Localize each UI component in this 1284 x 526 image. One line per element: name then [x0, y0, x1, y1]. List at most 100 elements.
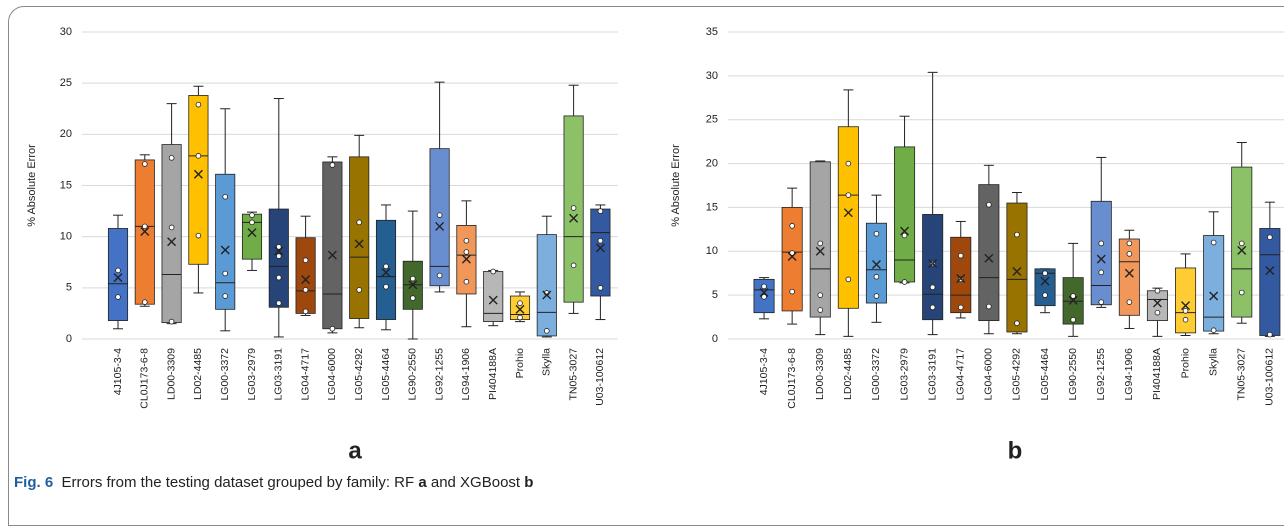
mean — [247, 228, 257, 238]
x-tick-label: TN05-3027 — [1236, 348, 1248, 401]
point — [1154, 287, 1161, 294]
point — [463, 249, 470, 255]
point — [817, 307, 824, 313]
box — [1090, 200, 1112, 306]
point — [597, 237, 604, 244]
y-tick-label: 25 — [60, 77, 72, 89]
mean — [274, 246, 284, 256]
mean — [843, 208, 853, 218]
box — [107, 228, 129, 321]
mean — [1068, 295, 1078, 305]
point — [901, 279, 908, 285]
x-tick-label: Prohio — [514, 348, 526, 379]
point — [383, 263, 389, 270]
mean — [815, 246, 825, 256]
mean — [928, 259, 938, 269]
point — [845, 192, 852, 198]
point — [275, 253, 282, 259]
mean — [871, 259, 881, 269]
panel-label: b — [1008, 437, 1023, 464]
point — [1098, 240, 1105, 247]
box — [295, 237, 316, 314]
box — [837, 126, 859, 309]
point — [168, 155, 175, 161]
point — [873, 293, 880, 299]
mean — [408, 280, 418, 290]
y-tick-label: 10 — [60, 231, 72, 243]
caption-a: a — [418, 474, 427, 491]
box — [1034, 268, 1056, 307]
box — [1118, 238, 1140, 316]
y-tick-label: 30 — [60, 26, 72, 38]
x-tick-label: LG04-4717 — [955, 348, 967, 401]
x-tick-label: LG00-3372 — [870, 348, 882, 401]
point — [115, 294, 121, 300]
point — [817, 240, 824, 247]
x-tick-label: LG90-2550 — [1067, 348, 1079, 401]
x-tick-label: LG92-1255 — [433, 348, 445, 401]
box — [781, 207, 803, 312]
x-tick-label: PI404188A — [1151, 348, 1163, 400]
point — [901, 232, 908, 239]
mean — [900, 226, 910, 236]
mean — [569, 213, 579, 223]
page: {"chart_data": [ {"type": "box", "panel_… — [8, 6, 1284, 526]
mean — [787, 252, 797, 262]
point — [1182, 308, 1189, 314]
point — [356, 287, 363, 293]
mean — [488, 295, 498, 305]
y-tick-label: 20 — [60, 128, 72, 140]
point — [845, 276, 852, 283]
point — [463, 237, 470, 244]
mean — [984, 253, 994, 263]
y-tick-label: 15 — [706, 201, 718, 213]
point — [1182, 316, 1189, 323]
x-tick-label: LG05-4464 — [1039, 348, 1051, 401]
point — [329, 325, 336, 332]
mean — [1124, 268, 1134, 278]
mean — [1265, 266, 1275, 276]
mean — [140, 227, 150, 237]
x-tick-label: Skylla — [541, 348, 553, 376]
point — [789, 250, 795, 256]
box — [483, 271, 504, 323]
point — [570, 262, 577, 269]
box — [375, 219, 397, 320]
x-tick-label: LD00-3309 — [165, 348, 177, 400]
caption-label: Fig. 6 — [14, 474, 54, 491]
point — [957, 304, 964, 311]
point — [142, 161, 148, 167]
y-axis-label: % Absolute Error — [670, 144, 682, 227]
x-tick-label: LG03-2979 — [898, 348, 910, 401]
x-tick-label: LG05-4292 — [1011, 348, 1023, 401]
mean — [354, 239, 364, 249]
point — [1267, 234, 1273, 241]
box — [950, 236, 972, 314]
point — [222, 193, 229, 200]
point — [1070, 293, 1076, 299]
x-tick-label: 4J105-3-4 — [112, 348, 124, 395]
point — [1210, 239, 1217, 246]
box — [322, 161, 343, 330]
point — [1042, 270, 1048, 277]
x-tick-label: LG05-4464 — [380, 348, 392, 401]
point — [115, 267, 121, 274]
mean — [1152, 298, 1162, 308]
x-tick-label: LG04-6000 — [983, 348, 995, 401]
caption-middle: and XGBoost — [430, 474, 521, 491]
mean — [1040, 276, 1050, 286]
x-tick-label: CL0J173-6-8 — [139, 348, 151, 409]
mean — [1012, 266, 1022, 276]
x-tick-label: LG03-3191 — [926, 348, 938, 401]
point — [302, 257, 309, 264]
y-tick-label: 30 — [706, 70, 718, 82]
point — [302, 287, 309, 293]
y-tick-label: 15 — [60, 179, 72, 191]
point — [1238, 240, 1245, 247]
x-tick-label: LG92-1255 — [1095, 348, 1107, 401]
x-tick-label: 4J105-3-4 — [758, 348, 770, 395]
point — [517, 300, 523, 306]
box — [809, 161, 831, 318]
point — [597, 285, 604, 291]
point — [1126, 251, 1133, 257]
